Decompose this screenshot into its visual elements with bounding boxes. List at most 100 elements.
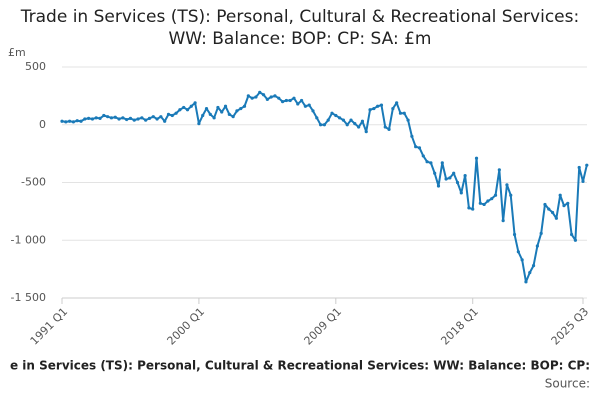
data-point [147, 116, 152, 120]
data-point [482, 202, 486, 207]
y-tick-label: 0 [39, 118, 46, 131]
data-point [303, 104, 307, 108]
data-point [554, 216, 558, 220]
data-point [68, 119, 72, 123]
data-point [102, 113, 106, 118]
data-point [406, 118, 410, 122]
data-point [364, 130, 368, 134]
data-point [463, 173, 467, 178]
data-point [79, 119, 83, 123]
data-point [509, 193, 513, 197]
data-point [90, 117, 95, 121]
data-point [383, 125, 387, 129]
data-point [501, 219, 505, 223]
data-point [315, 116, 319, 120]
data-point [566, 201, 570, 205]
data-point [159, 115, 163, 119]
data-point [436, 184, 441, 188]
data-point [71, 120, 76, 124]
data-point [421, 154, 425, 158]
data-point [258, 90, 262, 95]
data-point [497, 168, 501, 172]
data-point [144, 118, 148, 122]
data-point [345, 123, 349, 127]
data-point [410, 134, 414, 138]
data-point [242, 104, 247, 108]
data-point [368, 108, 372, 112]
data-point [391, 106, 395, 111]
series-line [61, 91, 588, 283]
data-point [444, 177, 448, 181]
data-point [201, 113, 205, 118]
data-point [585, 163, 589, 167]
data-point [87, 116, 91, 120]
y-tick-label: -500 [21, 176, 46, 189]
y-axis-label: £m [8, 46, 26, 59]
data-point [417, 146, 422, 150]
data-point [197, 121, 201, 126]
data-point [505, 183, 509, 187]
data-point [185, 108, 190, 112]
data-point [550, 210, 555, 215]
data-point [372, 106, 376, 111]
data-point [414, 145, 418, 149]
data-point [227, 112, 231, 116]
data-point [261, 93, 266, 97]
data-point [193, 101, 197, 105]
data-point [250, 96, 254, 100]
data-point [109, 116, 114, 120]
data-point [478, 201, 482, 205]
data-point [379, 103, 384, 107]
data-point [64, 120, 68, 124]
data-point [330, 111, 334, 115]
data-point [543, 202, 547, 207]
data-point [75, 119, 79, 123]
data-point [307, 103, 311, 107]
data-point [535, 244, 539, 248]
data-point [296, 102, 300, 106]
data-point [94, 116, 98, 120]
data-point [516, 250, 520, 254]
data-point [212, 116, 216, 120]
data-point [425, 160, 429, 164]
data-point [322, 123, 327, 127]
data-point [125, 117, 129, 122]
data-point [562, 204, 566, 208]
data-point [448, 176, 452, 180]
data-point [577, 165, 581, 170]
data-point [246, 94, 250, 98]
data-point [311, 109, 315, 113]
data-point [334, 113, 338, 118]
data-point [524, 280, 528, 284]
data-point [155, 117, 159, 121]
data-point [569, 232, 574, 237]
data-point [216, 105, 220, 110]
data-point [353, 121, 357, 126]
y-tick-label: -1 500 [11, 291, 46, 304]
data-point [189, 104, 193, 108]
data-point [512, 232, 517, 237]
data-point [178, 108, 182, 112]
data-point [455, 180, 460, 185]
data-point [402, 111, 406, 115]
data-point [292, 96, 296, 100]
data-point [136, 117, 140, 121]
data-point [299, 98, 304, 103]
data-point [280, 100, 285, 104]
data-point [60, 119, 64, 123]
data-point [269, 95, 273, 99]
y-tick-label: 500 [25, 60, 46, 73]
footer-title: e in Services (TS): Personal, Cultural &… [10, 359, 590, 373]
data-point [398, 111, 403, 115]
data-point [254, 95, 258, 99]
x-tick-label: 2018 Q1 [438, 305, 481, 348]
data-point [341, 118, 346, 122]
data-point [376, 104, 380, 108]
data-point [140, 116, 144, 120]
data-point [474, 156, 479, 160]
data-point [239, 106, 243, 111]
data-point [338, 116, 342, 120]
data-point [486, 199, 490, 203]
